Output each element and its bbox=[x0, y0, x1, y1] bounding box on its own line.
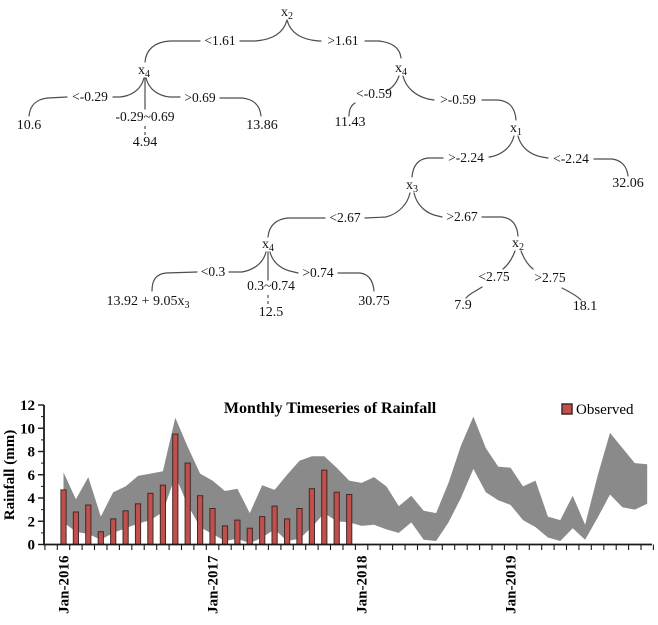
leaf-value: 12.5 bbox=[259, 305, 284, 320]
y-tick-label: 12 bbox=[20, 398, 35, 414]
axes-group: 0 2 4 6 8 10 12 Jan-2016 Jan-2017 Jan-2018 Jan-201… bbox=[20, 398, 654, 614]
x-tick-label: Jan-2018 bbox=[355, 556, 371, 614]
leaf-value: 13.86 bbox=[246, 118, 278, 133]
split-label: <-0.29 bbox=[72, 89, 108, 104]
y-tick-label: 6 bbox=[28, 468, 36, 484]
observed-bars-group bbox=[60, 433, 353, 546]
branch-blx4-left bbox=[151, 251, 267, 292]
leaf-value: 30.75 bbox=[358, 294, 390, 309]
branch-x1-right bbox=[517, 135, 629, 177]
observed-bar bbox=[284, 518, 291, 545]
split-label: -0.29~0.69 bbox=[115, 109, 174, 124]
y-tick-label: 4 bbox=[28, 491, 36, 507]
observed-bar bbox=[346, 494, 353, 545]
y-tick-label: 2 bbox=[28, 514, 36, 530]
observed-bar bbox=[246, 527, 253, 545]
tree-node-right-x4: x4 bbox=[395, 61, 407, 78]
observed-bar bbox=[333, 491, 340, 545]
leaf-value: 7.9 bbox=[454, 298, 472, 313]
branch-blx4-right bbox=[269, 251, 375, 292]
branch-brx2-left bbox=[465, 250, 516, 299]
branch-lx4-right bbox=[145, 77, 262, 117]
split-label: 0.3~0.74 bbox=[247, 278, 295, 293]
leaf-value-equation: 13.92 + 9.05x3 bbox=[107, 294, 190, 311]
observed-bar bbox=[197, 495, 204, 545]
split-label: >-0.59 bbox=[440, 92, 476, 107]
leaf-value: 4.94 bbox=[133, 135, 158, 150]
split-label: <-0.59 bbox=[356, 86, 392, 101]
observed-bar bbox=[60, 489, 67, 545]
tree-node-left-x4: x4 bbox=[138, 63, 150, 80]
legend-swatch-observed bbox=[561, 403, 573, 415]
regression-tree-diagram: x2 x4 x4 x1 x3 x4 x2 <1.61 >1.61 <-0.29 … bbox=[17, 5, 644, 320]
x-tick-label: Jan-2016 bbox=[57, 555, 73, 614]
observed-bar bbox=[184, 462, 191, 545]
split-label: >2.67 bbox=[446, 209, 477, 224]
observed-bar bbox=[134, 503, 142, 546]
branch-brx2-right bbox=[520, 250, 582, 301]
split-label: >1.61 bbox=[327, 33, 358, 48]
observed-bar bbox=[172, 433, 179, 545]
observed-bar bbox=[72, 511, 80, 545]
branch-rx4-right bbox=[402, 75, 517, 121]
leaf-value: 18.1 bbox=[573, 299, 598, 314]
branch-lx4-left bbox=[28, 77, 145, 117]
branch-x3-right bbox=[413, 192, 519, 237]
observed-bar bbox=[147, 492, 154, 546]
observed-bar bbox=[122, 510, 129, 546]
observed-bar bbox=[296, 508, 303, 545]
y-tick-label: 10 bbox=[20, 421, 35, 437]
observed-bar bbox=[85, 504, 92, 545]
observed-bar bbox=[97, 531, 104, 545]
observed-bar bbox=[221, 525, 229, 545]
split-label: >-2.24 bbox=[448, 150, 484, 165]
y-tick-label: 0 bbox=[28, 538, 36, 554]
observed-bar bbox=[110, 518, 117, 545]
observed-bar bbox=[308, 488, 315, 545]
tree-node-bottomright-x2: x2 bbox=[512, 236, 524, 253]
leaf-value: 10.6 bbox=[17, 118, 42, 133]
tree-node-x3: x3 bbox=[406, 178, 418, 195]
split-label: <2.75 bbox=[478, 269, 509, 284]
observed-bar bbox=[271, 505, 278, 545]
observed-bar bbox=[259, 516, 266, 545]
y-tick-label: 8 bbox=[28, 445, 36, 461]
split-label: <1.61 bbox=[204, 33, 235, 48]
branch-rx4-left bbox=[348, 75, 400, 117]
leaf-value: 11.43 bbox=[335, 115, 366, 130]
x-tick-label: Jan-2017 bbox=[206, 555, 222, 614]
branch-x3-left bbox=[267, 192, 411, 238]
legend-label-observed: Observed bbox=[576, 402, 634, 418]
chart-title: Monthly Timeseries of Rainfall bbox=[224, 400, 437, 417]
observed-bar bbox=[209, 508, 216, 545]
tree-node-root: x2 bbox=[281, 5, 293, 22]
tree-node-x1: x1 bbox=[510, 121, 522, 138]
observed-bar bbox=[159, 484, 167, 545]
tree-node-bottomleft-x4: x4 bbox=[262, 237, 274, 254]
split-label: >0.74 bbox=[302, 265, 333, 280]
observed-bar bbox=[321, 469, 328, 545]
y-axis-title: Rainfall (mm) bbox=[2, 430, 18, 520]
x-tick-label: Jan-2019 bbox=[504, 556, 520, 614]
split-label: >0.69 bbox=[184, 90, 215, 105]
leaf-value: 32.06 bbox=[612, 176, 644, 191]
rainfall-chart: 0 2 4 6 8 10 12 Jan-2016 Jan-2017 Jan-2018 Jan-201… bbox=[2, 398, 654, 614]
branch-x1-left bbox=[411, 135, 515, 178]
legend: Observed bbox=[561, 402, 634, 418]
split-label: <0.3 bbox=[201, 264, 226, 279]
branch-root-left bbox=[144, 19, 288, 63]
observed-bar bbox=[234, 519, 241, 546]
split-label: <-2.24 bbox=[553, 151, 589, 166]
split-label: >2.75 bbox=[534, 270, 565, 285]
split-label: <2.67 bbox=[329, 210, 360, 225]
branch-root-right bbox=[286, 19, 402, 59]
